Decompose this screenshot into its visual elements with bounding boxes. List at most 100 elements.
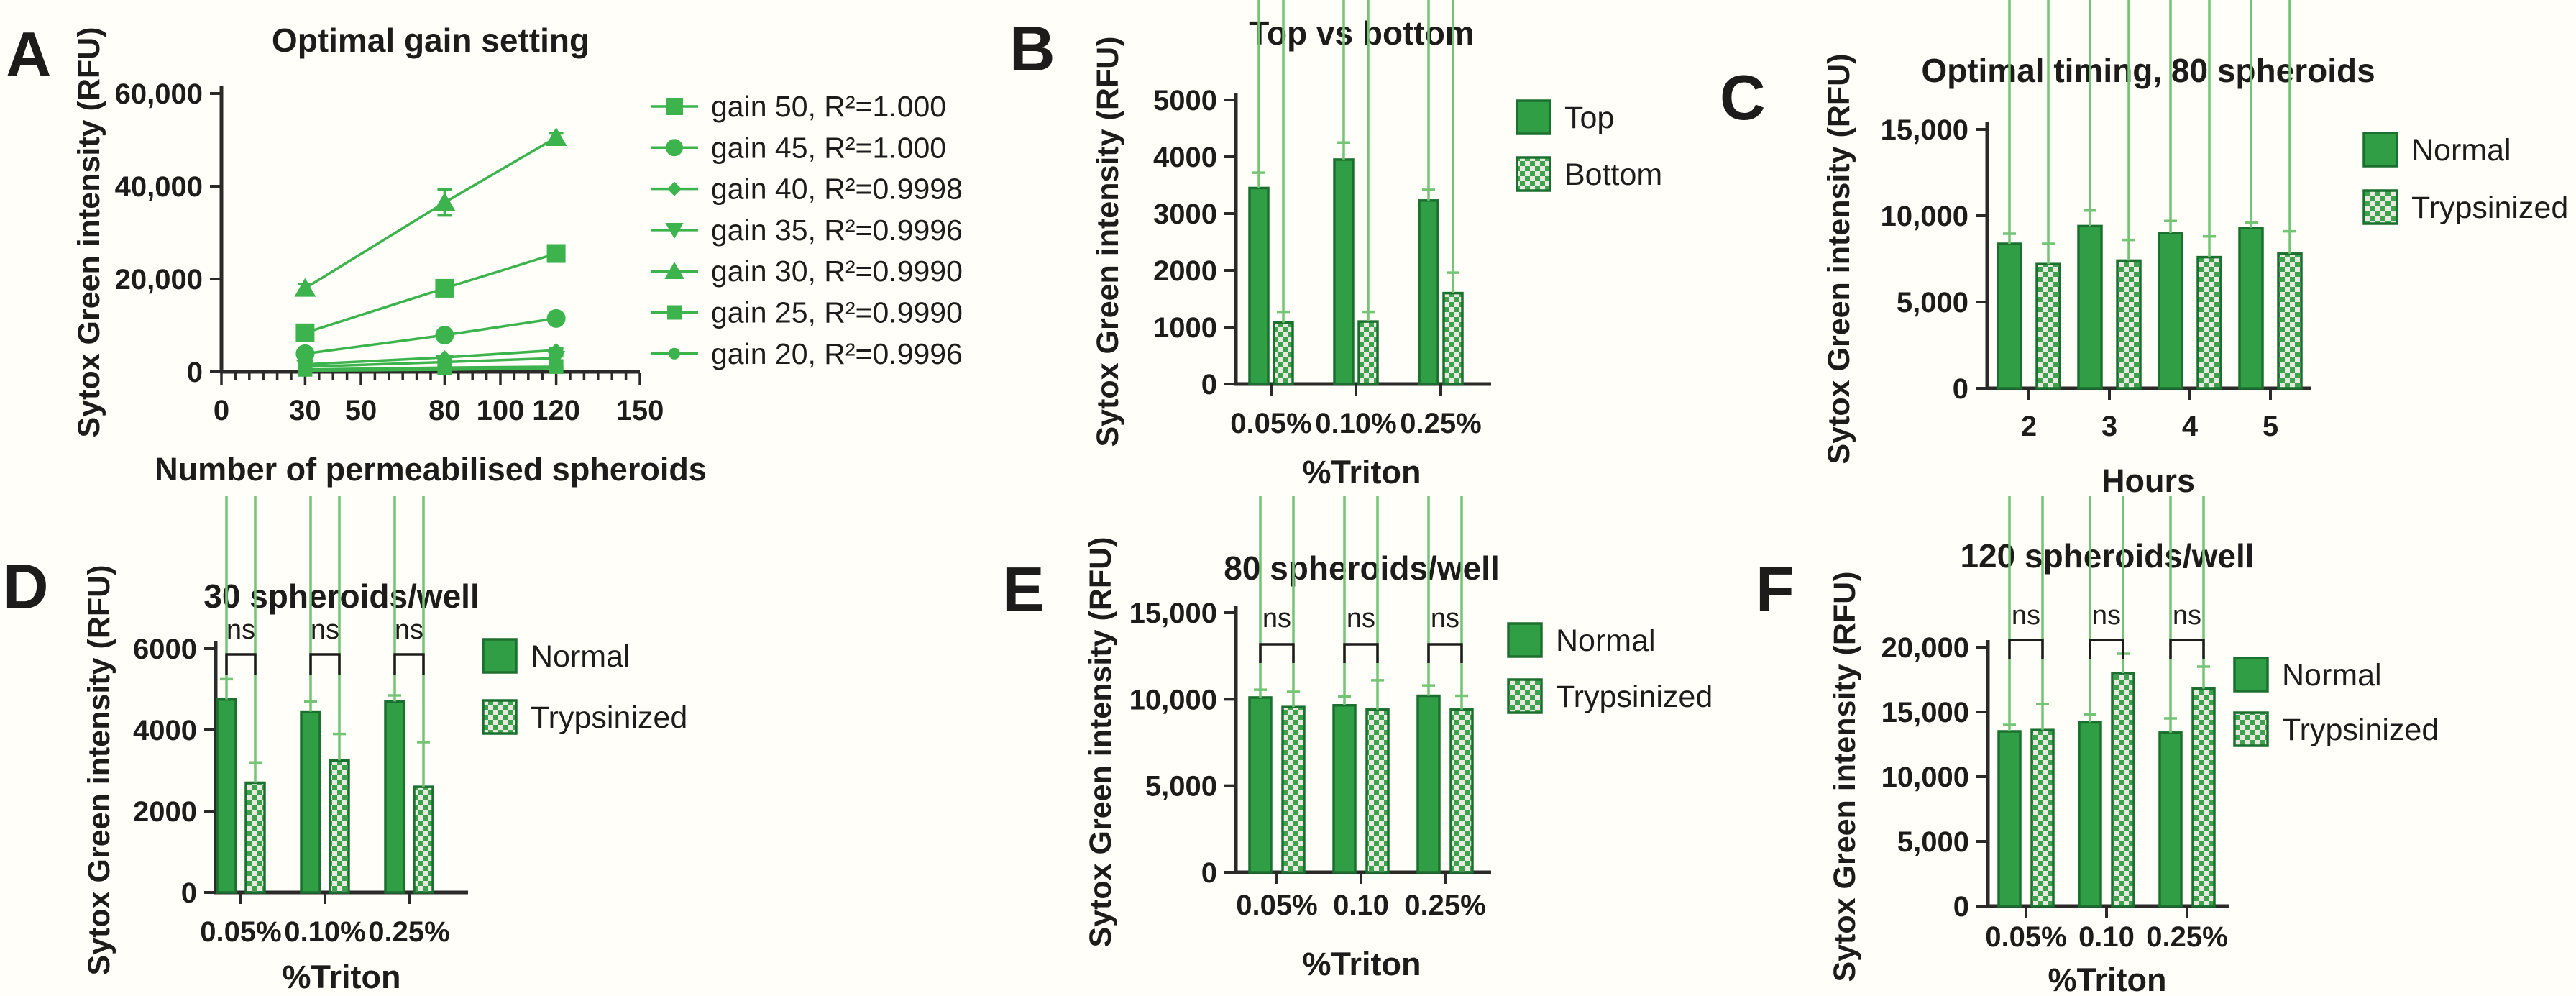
legend-label: gain 30, R²=0.9990	[711, 255, 963, 288]
legend-swatch	[1507, 678, 1543, 714]
legend-swatch	[2233, 657, 2269, 693]
bar-bottom	[1357, 320, 1379, 385]
x-tick-label: 80	[428, 395, 461, 426]
x-tick-label: 0.10	[2078, 921, 2135, 953]
x-tick-label: 5	[2263, 411, 2278, 442]
panel-c: Optimal timing, 80 spheroids Sytox Green …	[1718, 0, 2576, 496]
panel-e-letter: E	[1002, 554, 1045, 625]
y-tick-label: 4000	[133, 715, 197, 746]
panel-d: 30 spheroids/well Sytox Green intensity (…	[0, 496, 852, 996]
y-tick-label: 2000	[133, 796, 197, 828]
y-tick-label: 15,000	[1129, 598, 1217, 629]
y-tick-label: 5000	[1153, 85, 1217, 116]
chart-title: Optimal timing, 80 spheroids	[1921, 52, 2375, 89]
y-tick-label: 15,000	[1881, 697, 1969, 728]
error-bar	[2164, 0, 2177, 222]
marker-circle	[299, 365, 311, 377]
panel-a: Optimal gain setting Sytox Green intensit…	[0, 0, 1064, 496]
legend-swatch	[1507, 622, 1543, 658]
ns-bracket	[2008, 639, 2044, 659]
chart-title: 80 spheroids/well	[1224, 549, 1499, 587]
legend-swatch	[2362, 132, 2398, 168]
panel-a-letter: A	[6, 19, 52, 90]
series-line	[305, 317, 556, 355]
series-gain-30-r-0-9990	[294, 127, 567, 297]
y-tick-label: 0	[1201, 369, 1217, 401]
error-bar	[2042, 0, 2055, 245]
marker-triangle-up	[434, 192, 456, 211]
y-tick-label: 2000	[1153, 255, 1217, 287]
bar-trypsinized	[2191, 687, 2216, 908]
series-gain-50-r-1-000	[295, 244, 566, 342]
series-gain-45-r-1-000	[295, 309, 566, 363]
bar-trypsinized	[2030, 728, 2055, 908]
panel-f-chart: 120 spheroids/well Sytox Green intensity …	[1828, 496, 2439, 996]
legend-label: Normal	[2411, 133, 2511, 168]
marker-square	[295, 323, 315, 342]
ns-label: ns	[311, 615, 339, 645]
bar-trypsinized	[1281, 705, 1306, 874]
x-axis-title: %Triton	[1303, 946, 1421, 982]
legend-label: gain 25, R²=0.9990	[711, 296, 963, 329]
x-axis-title: Hours	[2101, 462, 2195, 496]
ns-bracket	[2089, 639, 2124, 659]
chart-title: Top vs bottom	[1249, 14, 1474, 52]
panel-f: 120 spheroids/well Sytox Green intensity …	[1754, 496, 2576, 996]
ns-bracket	[1427, 643, 1463, 663]
y-tick-label: 40,000	[115, 171, 203, 203]
ns-label: ns	[1431, 603, 1459, 634]
ns-label: ns	[395, 615, 423, 645]
y-tick-label: 5,000	[1897, 826, 1969, 858]
legend-swatch	[482, 638, 518, 674]
y-axis-title: Sytox Green intensity (RFU)	[72, 27, 106, 437]
bar-trypsinized	[2116, 259, 2142, 390]
panel-b-letter: B	[1009, 13, 1055, 84]
ns-bracket	[1259, 643, 1295, 663]
bar-trypsinized	[2111, 672, 2135, 908]
marker-diamond	[667, 181, 682, 196]
bar-trypsinized	[2196, 255, 2222, 390]
marker-circle	[439, 364, 451, 376]
legend-label: gain 45, R²=1.000	[711, 131, 946, 164]
marker-triangle-up	[294, 278, 316, 297]
error-bar	[2122, 0, 2135, 242]
bar-normal	[2077, 224, 2103, 390]
y-tick-label: 0	[1953, 891, 1969, 923]
y-tick-label: 5,000	[1897, 287, 1968, 319]
bar-top	[1418, 199, 1439, 385]
bar-normal	[216, 698, 237, 894]
y-tick-label: 20,000	[115, 264, 203, 296]
bar-trypsinized	[2035, 262, 2061, 390]
y-axis-title: Sytox Green intensity (RFU)	[1828, 571, 1862, 982]
y-tick-label: 5,000	[1145, 771, 1217, 803]
bar-normal	[384, 700, 405, 894]
panel-c-letter: C	[1720, 62, 1766, 133]
ns-bracket	[225, 653, 257, 675]
marker-triangle-up	[545, 127, 567, 146]
x-tick-label: 150	[616, 395, 664, 426]
legend-label: gain 40, R²=0.9998	[711, 173, 963, 206]
legend-label: Top	[1564, 101, 1614, 135]
x-tick-label: 120	[532, 395, 580, 426]
error-bar	[2203, 0, 2216, 238]
bar-trypsinized	[413, 785, 434, 894]
marker-square	[435, 278, 454, 298]
error-bar	[1455, 496, 1468, 698]
legend-label: Trypsinized	[1556, 680, 1713, 714]
x-tick-label: 3	[2101, 411, 2117, 442]
marker-square	[667, 305, 682, 320]
legend-label: Normal	[531, 639, 631, 674]
panel-f-letter: F	[1756, 554, 1795, 625]
bar-trypsinized	[2277, 252, 2303, 390]
legend-label: Normal	[2282, 658, 2382, 693]
chart-title: Optimal gain setting	[272, 22, 590, 59]
x-axis-title: %Triton	[1303, 454, 1421, 490]
legend-swatch	[2233, 711, 2269, 747]
bar-normal	[1997, 242, 2022, 390]
panel-b-chart: Top vs bottom Sytox Green intensity (RFU)…	[1091, 0, 1662, 490]
x-tick-label: 0.25%	[1400, 408, 1481, 439]
bar-normal	[300, 710, 321, 894]
legend-swatch	[1516, 156, 1551, 192]
bar-normal	[1248, 696, 1273, 874]
